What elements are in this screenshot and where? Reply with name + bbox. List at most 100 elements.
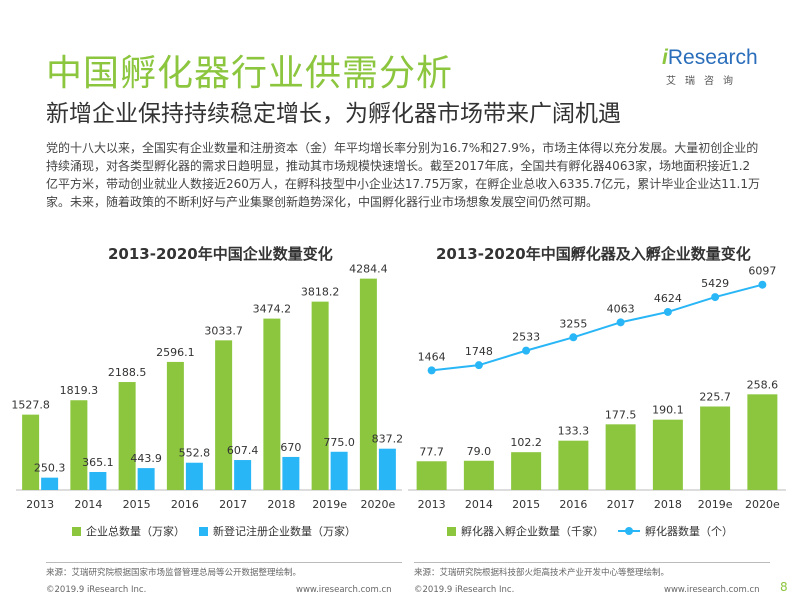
label-tenants-2017: 177.5: [605, 408, 637, 421]
label-incubators-2014: 1748: [465, 345, 493, 358]
label-total-2016: 2596.1: [156, 346, 195, 359]
label-incubators-2020e: 6097: [748, 265, 776, 278]
bar-tenants-2018: [652, 419, 683, 490]
tick-label-2019e: 2019e: [312, 498, 347, 511]
label-tenants-2013: 77.7: [419, 445, 444, 458]
tick-label-2016: 2016: [559, 498, 587, 511]
tick-label-2013: 2013: [418, 498, 446, 511]
bar-tenants-2017: [605, 424, 636, 490]
legend-swatch-new: [199, 526, 208, 536]
bar-total-2016: [166, 361, 184, 490]
point-incubators-2018: [663, 307, 672, 316]
bar-total-2017: [215, 340, 233, 490]
bar-new-2018: [282, 456, 300, 490]
bar-new-2014: [89, 471, 107, 490]
label-tenants-2015: 102.2: [510, 436, 542, 449]
intro-paragraph: 党的十八大以来，全国实有企业数量和注册资本（金）年平均增长率分别为16.7%和2…: [46, 141, 760, 209]
bar-tenants-2016: [558, 440, 589, 490]
legend-line-incubators: [618, 527, 640, 535]
label-incubators-2016: 3255: [559, 317, 587, 330]
bar-total-2019e: [311, 301, 329, 490]
bar-total-2013: [22, 414, 40, 490]
bar-tenants-2015: [511, 452, 542, 490]
tick-label-2015: 2015: [512, 498, 540, 511]
bar-total-2014: [70, 400, 88, 490]
label-total-2014: 1819.3: [60, 384, 99, 397]
tick-label-2019e: 2019e: [698, 498, 733, 511]
legend-label-tenants: 孵化器入孵企业数量（千家）: [461, 525, 604, 538]
tick-label-2018: 2018: [267, 498, 295, 511]
bar-total-2018: [263, 318, 281, 490]
bar-tenants-2020e: [747, 394, 778, 490]
bar-total-2020e: [359, 278, 377, 490]
label-total-2020e: 4284.4: [349, 263, 388, 276]
label-total-2013: 1527.8: [11, 399, 50, 412]
legend-swatch-total: [72, 526, 81, 536]
tick-label-2014: 2014: [74, 498, 102, 511]
label-total-2017: 3033.7: [204, 324, 243, 337]
footer-copyright-left: ©2019.9 iResearch Inc.: [46, 585, 147, 595]
bar-new-2019e: [330, 451, 348, 490]
label-tenants-2016: 133.3: [558, 425, 590, 438]
footer-copyright-right: ©2019.9 iResearch Inc.: [414, 585, 515, 595]
label-new-2013: 250.3: [34, 462, 66, 475]
label-new-2020e: 837.2: [372, 433, 404, 446]
legend-swatch-tenants: [447, 526, 456, 536]
line-incubators: [431, 283, 763, 372]
bar-total-2015: [118, 382, 136, 490]
bar-new-2020e: [378, 448, 396, 490]
label-new-2014: 365.1: [82, 456, 114, 469]
label-tenants-2018: 190.1: [652, 404, 684, 417]
source-divider-right: [414, 562, 770, 563]
tick-label-2020e: 2020e: [360, 498, 395, 511]
label-new-2019e: 775.0: [323, 436, 355, 449]
page-title: 中国孵化器行业供需分析: [46, 53, 454, 94]
bar-new-2017: [234, 460, 252, 490]
source-note-right: 来源：艾瑞研究院根据科技部火炬高技术产业开发中心等整理绘制。: [414, 568, 670, 578]
bar-new-2015: [137, 468, 155, 490]
tick-label-2018: 2018: [654, 498, 682, 511]
point-incubators-2019e: [711, 293, 720, 302]
tick-label-2015: 2015: [123, 498, 151, 511]
label-incubators-2013: 1464: [418, 350, 446, 363]
tick-label-2016: 2016: [171, 498, 199, 511]
tick-label-2017: 2017: [607, 498, 635, 511]
footer-website-right[interactable]: www.iresearch.com.cn: [664, 585, 760, 595]
label-tenants-2014: 79.0: [467, 445, 492, 458]
label-incubators-2017: 4063: [607, 302, 635, 315]
label-total-2015: 2188.5: [108, 366, 147, 379]
label-new-2017: 607.4: [227, 444, 259, 457]
tick-label-2014: 2014: [465, 498, 493, 511]
point-incubators-2020e: [758, 280, 767, 289]
point-incubators-2014: [474, 361, 483, 370]
label-total-2018: 3474.2: [253, 303, 292, 316]
label-tenants-2019e: 225.7: [699, 390, 731, 403]
page-subtitle: 新增企业保持持续稳定增长，为孵化器市场带来广阔机遇: [46, 101, 621, 127]
point-incubators-2017: [616, 318, 625, 327]
tick-label-2017: 2017: [219, 498, 247, 511]
footer-website-left[interactable]: www.iresearch.com.cn: [296, 585, 392, 595]
chart-title-right: 2013-2020年中国孵化器及入孵企业数量变化: [436, 245, 751, 263]
page-number: 8: [780, 580, 788, 594]
label-total-2019e: 3818.2: [301, 286, 340, 299]
bar-tenants-2019e: [700, 406, 731, 490]
legend-label-incubators: 孵化器数量（个）: [645, 525, 733, 538]
source-divider-left: [46, 562, 402, 563]
point-incubators-2013: [427, 366, 436, 375]
bar-new-2013: [41, 477, 59, 490]
label-new-2015: 443.9: [130, 452, 162, 465]
source-note-left: 来源：艾瑞研究院根据国家市场监督管理总局等公开数据整理绘制。: [46, 568, 302, 578]
label-new-2016: 552.8: [179, 447, 211, 460]
label-incubators-2015: 2533: [512, 331, 540, 344]
label-tenants-2020e: 258.6: [747, 378, 779, 391]
legend-label-new: 新登记注册企业数量（万家）: [213, 525, 356, 538]
label-incubators-2019e: 5429: [701, 277, 729, 290]
label-incubators-2018: 4624: [654, 292, 682, 305]
chart-title-left: 2013-2020年中国企业数量变化: [108, 245, 333, 263]
bar-tenants-2014: [463, 460, 494, 490]
tick-label-2013: 2013: [26, 498, 54, 511]
bar-tenants-2013: [416, 461, 447, 490]
point-incubators-2016: [569, 333, 578, 342]
